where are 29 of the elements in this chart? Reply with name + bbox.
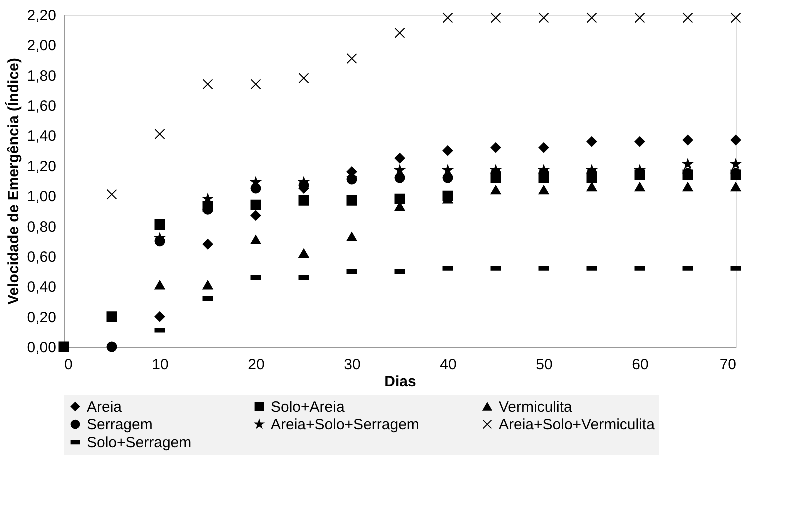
x-tick-label: 10 [152, 356, 169, 374]
y-tick-label: 0,40 [27, 279, 56, 296]
legend-label: Vermiculita [499, 398, 574, 416]
x-axis-title: Dias [384, 374, 416, 390]
x-tick-label: 60 [632, 356, 649, 374]
y-axis-title: Velocidade de Emergência (Índice) [4, 58, 22, 305]
y-tick-label: 2,20 [27, 8, 56, 24]
y-tick-label: 0,60 [27, 248, 56, 266]
legend-label: Serragem [87, 416, 153, 434]
x-tick-label: 40 [440, 356, 457, 374]
legend-label: Solo+Areia [271, 398, 346, 416]
legend-label: Areia [87, 398, 123, 416]
y-tick-label: 1,60 [27, 98, 56, 116]
legend-label: Solo+Serragem [87, 434, 192, 452]
y-tick-label: 0,20 [27, 309, 56, 326]
y-tick-label: 1,80 [27, 68, 56, 85]
y-tick-label: 0,80 [27, 218, 56, 236]
legend-label: Areia+Solo+Vermiculita [499, 416, 656, 434]
x-tick-label: 70 [720, 356, 736, 374]
x-tick-label: 30 [344, 356, 361, 374]
legend-label: Areia+Solo+Serragem [271, 416, 420, 434]
y-tick-label: 1,20 [27, 158, 56, 176]
x-tick-label: 20 [248, 356, 265, 374]
y-tick-label: 1,00 [27, 188, 56, 206]
x-tick-label: 50 [536, 356, 553, 374]
y-tick-label: 0,00 [27, 340, 56, 356]
y-tick-label: 2,00 [27, 38, 56, 55]
x-tick-label: 0 [64, 356, 73, 374]
y-tick-label: 1,40 [27, 128, 56, 146]
